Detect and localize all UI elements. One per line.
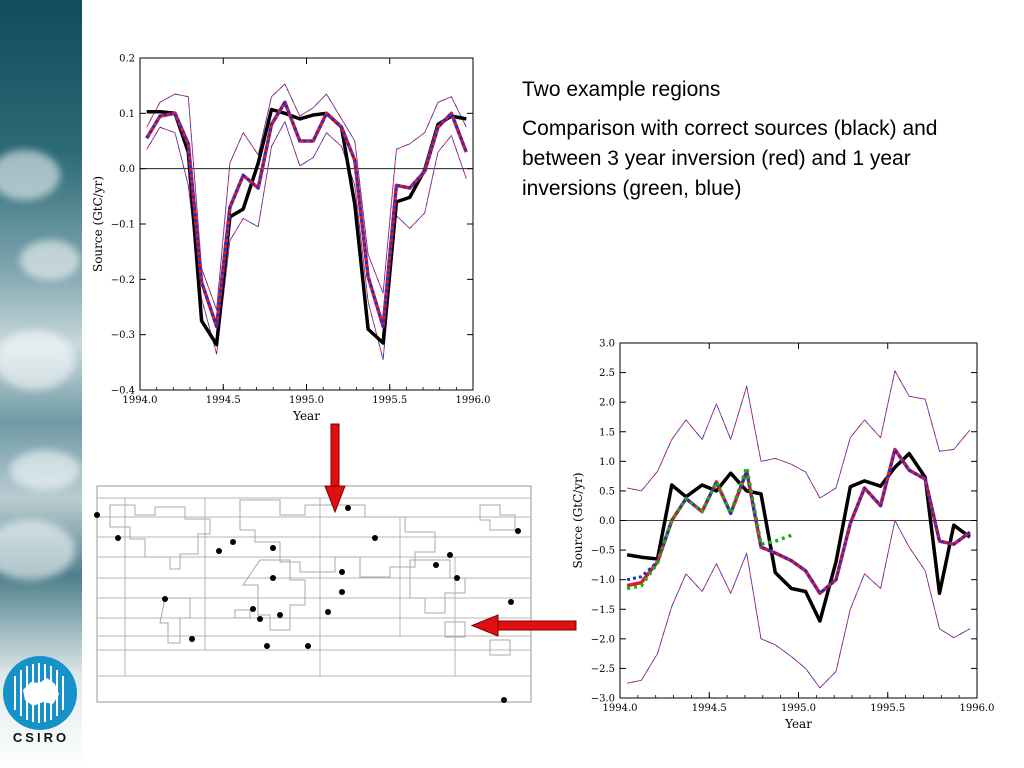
x-tick-label: 1995.0 xyxy=(289,395,324,406)
y-axis-label: Source (GtC/yr) xyxy=(91,176,105,272)
slide-description: Comparison with correct sources (black) … xyxy=(522,117,938,200)
chart-top-left: 1994.0 1994.5 1995.0 1995.5 1996.0 −0.4 −0.3 −0… xyxy=(91,54,491,424)
y-tick-label: 2.5 xyxy=(599,368,615,379)
y-tick-label: 3.0 xyxy=(599,339,615,350)
series-uncertainty-band xyxy=(627,370,971,499)
x-tick-label: 1994.5 xyxy=(692,703,727,714)
y-tick-label: −1.0 xyxy=(591,575,615,586)
y-tick-label: −1.5 xyxy=(591,605,615,616)
series-uncertainty-band xyxy=(627,370,971,499)
map-frame xyxy=(96,485,532,703)
y-tick-label: −3.0 xyxy=(591,694,615,705)
series-line xyxy=(146,107,467,347)
y-tick-label: 0.1 xyxy=(119,109,135,120)
cloud-shape xyxy=(10,450,80,490)
x-tick-label: 1996.0 xyxy=(456,395,491,406)
y-axis-label: Source (GtC/yr) xyxy=(571,472,585,568)
logo-text: CSIRO xyxy=(12,730,70,745)
csiro-logo-icon xyxy=(14,663,64,723)
text-block: Two example regions Comparison with corr… xyxy=(522,76,1002,204)
series-line xyxy=(626,448,971,595)
series-uncertainty-band xyxy=(627,520,971,689)
x-tick-label: 1994.0 xyxy=(603,703,638,714)
series-line xyxy=(626,451,971,623)
cloud-shape xyxy=(20,240,80,280)
series-uncertainty-band xyxy=(627,520,971,689)
series-line xyxy=(626,465,793,591)
y-tick-label: −0.1 xyxy=(111,220,135,231)
x-tick-label: 1995.5 xyxy=(870,703,905,714)
x-tick-label: 1995.5 xyxy=(372,395,407,406)
y-tick-label: 0.5 xyxy=(599,486,615,497)
y-tick-label: 1.5 xyxy=(599,427,615,438)
y-tick-label: 0.2 xyxy=(119,54,135,65)
x-tick-label: 1995.0 xyxy=(781,703,816,714)
cloud-shape xyxy=(0,150,60,200)
y-tick-label: −2.0 xyxy=(591,634,615,645)
y-tick-label: −2.5 xyxy=(591,664,615,675)
x-axis-label: Year xyxy=(784,717,812,731)
arrow-down xyxy=(324,423,346,514)
series-uncertainty-band xyxy=(146,121,467,361)
series-line xyxy=(145,100,468,329)
arrow-left xyxy=(470,614,577,637)
slide-title: Two example regions xyxy=(522,78,721,101)
region-markers xyxy=(94,505,521,703)
y-tick-label: 2.0 xyxy=(599,398,615,409)
x-axis-label: Year xyxy=(292,409,320,423)
y-tick-label: −0.5 xyxy=(591,546,615,557)
y-tick-label: −0.2 xyxy=(111,275,135,286)
x-tick-label: 1994.5 xyxy=(206,395,241,406)
map-coastlines xyxy=(109,499,516,656)
y-tick-label: 0.0 xyxy=(599,516,615,527)
y-tick-label: 1.0 xyxy=(599,457,615,468)
y-tick-label: 0.0 xyxy=(119,164,135,175)
cloud-shape xyxy=(0,520,75,580)
y-tick-label: −0.4 xyxy=(111,386,135,397)
cloud-shape xyxy=(0,330,75,390)
x-tick-label: 1994.0 xyxy=(123,395,158,406)
series-uncertainty-band xyxy=(146,83,467,311)
y-tick-label: −0.3 xyxy=(111,330,135,341)
x-tick-label: 1996.0 xyxy=(960,703,995,714)
world-map xyxy=(94,485,532,703)
chart-bottom-right: 1994.0 1994.5 1995.0 1995.5 1996.0 −3.0 −2.5 −2… xyxy=(571,339,995,732)
sidebar-cloud-image: CSIRO xyxy=(0,0,82,768)
csiro-logo xyxy=(3,656,77,730)
